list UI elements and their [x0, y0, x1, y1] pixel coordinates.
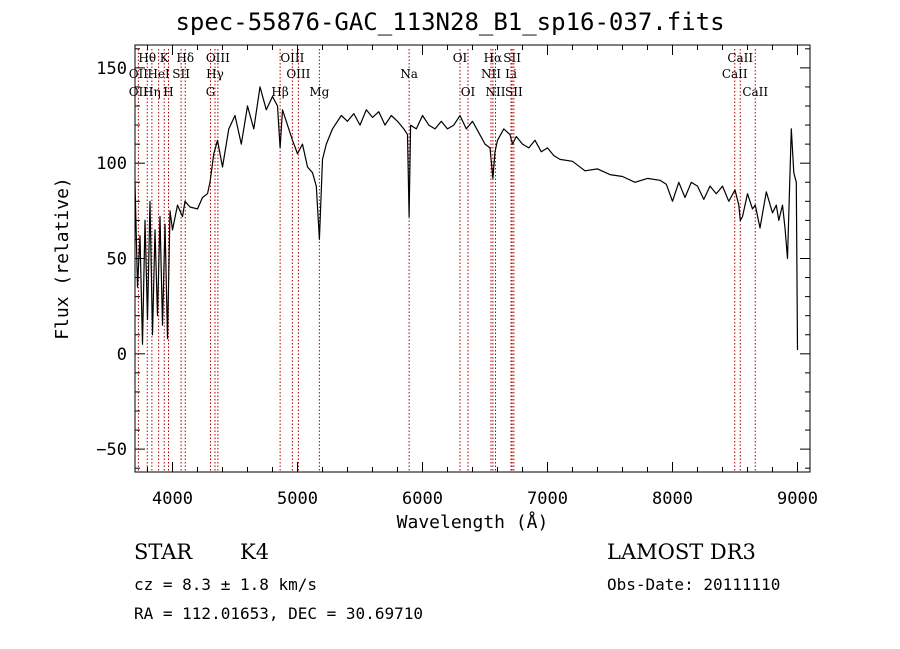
- marker-label: NII: [481, 67, 501, 81]
- marker-label: HeI: [147, 67, 170, 81]
- marker-label: OII: [129, 85, 149, 99]
- y-tick-label: 100: [96, 154, 127, 174]
- marker-label: OI: [453, 51, 468, 65]
- marker-label: OIII: [280, 51, 304, 65]
- x-tick-label: 6000: [402, 489, 443, 509]
- marker-label: Hγ: [206, 67, 224, 81]
- marker-label: Hη: [143, 85, 161, 99]
- marker-label: G: [206, 85, 216, 99]
- marker-label: OIII: [206, 51, 230, 65]
- marker-label: CaII: [742, 85, 768, 99]
- marker-label: Hβ: [271, 85, 288, 99]
- plot-frame: [134, 44, 811, 473]
- marker-label: OIII: [286, 67, 310, 81]
- cz-value: cz = 8.3 ± 1.8 km/s: [134, 575, 318, 594]
- marker-label: K: [160, 51, 170, 65]
- x-tick-label: 4000: [152, 489, 193, 509]
- y-axis-label: Flux (relative): [52, 177, 73, 340]
- y-tick-label: 0: [117, 345, 127, 365]
- spectrum-series: [134, 86, 799, 351]
- x-tick-label: 5000: [277, 489, 318, 509]
- line-markers: [137, 49, 756, 472]
- marker-label: Li: [505, 67, 517, 81]
- marker-label: OII: [129, 67, 149, 81]
- x-tick-label: 9000: [777, 489, 818, 509]
- marker-label: Hθ: [138, 51, 156, 65]
- x-tick-label: 8000: [652, 489, 693, 509]
- y-tick-label: 50: [107, 250, 127, 270]
- object-class: STAR: [134, 540, 193, 564]
- marker-label: SII: [172, 67, 190, 81]
- x-tick-label: 7000: [527, 489, 568, 509]
- marker-label: OI: [461, 85, 476, 99]
- marker-label: NII: [486, 85, 506, 99]
- marker-label: Hδ: [176, 51, 194, 65]
- marker-label: CaII: [722, 67, 748, 81]
- object-subclass: K4: [240, 540, 270, 564]
- marker-label: H: [163, 85, 173, 99]
- spectrum-line: [134, 86, 799, 351]
- x-axis-label: Wavelength (Å): [397, 511, 549, 533]
- coordinates: RA = 112.01653, DEC = 30.69710: [134, 604, 423, 623]
- y-axis-ticks: −50 0 50 100 150: [96, 48, 810, 469]
- marker-label: CaII: [727, 51, 753, 65]
- marker-label: SII: [505, 85, 523, 99]
- marker-label: Hα: [484, 51, 503, 65]
- marker-label: SII: [503, 51, 521, 65]
- x-axis-ticks: 4000 5000 6000 7000 8000 9000: [147, 45, 818, 509]
- survey-label: LAMOST DR3: [607, 540, 756, 564]
- y-tick-label: 150: [96, 59, 127, 79]
- obs-date: Obs-Date: 20111110: [607, 575, 781, 594]
- marker-label: Mg: [309, 85, 329, 99]
- y-tick-label: −50: [96, 440, 127, 460]
- marker-label: Na: [400, 67, 418, 81]
- chart-title: spec-55876-GAC_113N28_B1_sp16-037.fits: [175, 8, 725, 36]
